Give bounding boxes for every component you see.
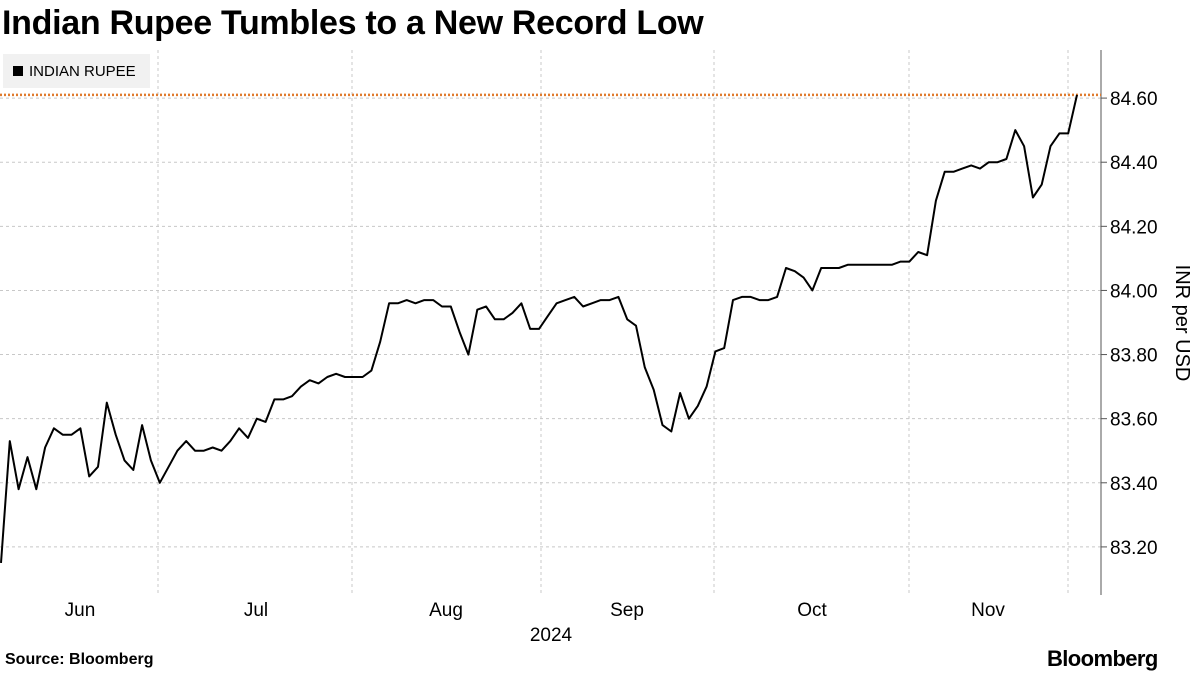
legend-swatch	[13, 66, 23, 76]
y-axis-title: INR per USD	[1171, 265, 1193, 382]
x-tick-label: Aug	[429, 600, 463, 621]
x-axis-year-label: 2024	[530, 625, 573, 646]
x-tick-label: Sep	[610, 600, 644, 621]
x-tick-label: Jun	[65, 600, 96, 621]
source-note: Source: Bloomberg	[5, 651, 154, 668]
y-tick-label: 83.20	[1110, 538, 1158, 559]
y-axis-ticks: 83.20 83.40 83.60 83.80 84.00 84.20 84.40 84.60	[1101, 89, 1158, 559]
x-tick-label: Jul	[244, 600, 268, 621]
horizontal-gridlines	[0, 97, 1101, 548]
y-tick-label: 84.60	[1110, 89, 1158, 110]
x-tick-label: Nov	[971, 600, 1005, 621]
bloomberg-logo: Bloomberg	[1047, 646, 1158, 671]
chart-title: Indian Rupee Tumbles to a New Record Low	[2, 4, 704, 42]
x-tick-label: Oct	[797, 600, 827, 621]
y-tick-label: 84.40	[1110, 153, 1158, 174]
legend: INDIAN RUPEE	[3, 54, 150, 88]
y-tick-label: 84.20	[1110, 217, 1158, 238]
y-tick-label: 83.60	[1110, 410, 1158, 431]
vertical-gridlines	[157, 50, 1069, 595]
y-tick-label: 83.40	[1110, 474, 1158, 495]
series-line-indian-rupee	[0, 94, 1078, 563]
legend-label: INDIAN RUPEE	[29, 62, 136, 80]
y-tick-label: 83.80	[1110, 346, 1158, 367]
y-tick-label: 84.00	[1110, 281, 1158, 302]
x-axis-month-labels: Jun Jul Aug Sep Oct Nov	[65, 600, 1006, 621]
